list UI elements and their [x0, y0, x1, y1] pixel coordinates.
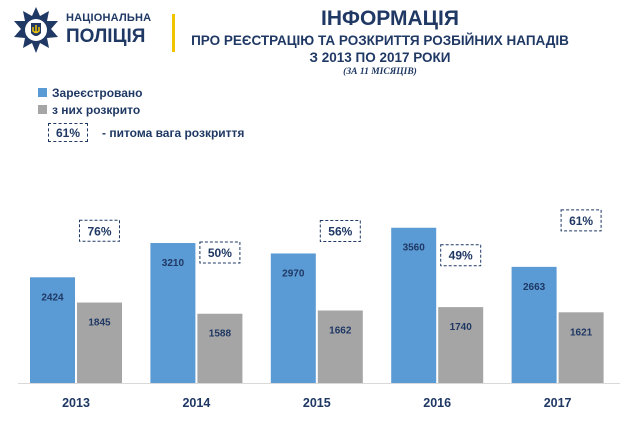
legend-item-registered: Зареєстровано: [38, 84, 143, 101]
data-label-registered-2017: 2663: [523, 282, 546, 293]
bar-solved-2017: [558, 312, 604, 383]
page-subtitle-line2: З 2013 ПО 2017 РОКИ: [309, 50, 451, 65]
police-logo: НАЦІОНАЛЬНА ПОЛІЦІЯ: [12, 6, 175, 58]
police-star-badge-icon: [14, 7, 58, 53]
category-label-2017: 2017: [544, 396, 572, 410]
bar-registered-2015: [270, 253, 316, 383]
bar-solved-2016: [438, 307, 484, 383]
data-label-solved-2016: 1740: [450, 322, 473, 333]
data-label-registered-2015: 2970: [282, 268, 305, 279]
bar-registered-2014: [150, 243, 196, 383]
logo-line2: ПОЛІЦІЯ: [66, 26, 146, 47]
data-label-registered-2013: 2424: [41, 292, 64, 303]
bar-registered-2017: [511, 266, 557, 383]
period-note: (ЗА 11 МІСЯЦІВ): [343, 67, 417, 77]
data-label-solved-2013: 1845: [88, 318, 111, 329]
legend-label-registered: Зареєстровано: [52, 85, 143, 100]
share-box-2016: [440, 244, 482, 267]
data-label-registered-2016: 3560: [403, 243, 426, 254]
logo-line1: НАЦІОНАЛЬНА: [66, 12, 152, 24]
chart-legend: Зареєстровано з них розкрито: [38, 84, 143, 118]
page-title: ІНФОРМАЦІЯ: [321, 7, 459, 30]
category-label-2013: 2013: [62, 396, 90, 410]
category-label-2016: 2016: [423, 396, 451, 410]
share-legend-text: - питома вага розкриття: [102, 125, 245, 140]
legend-item-solved: з них розкрито: [38, 101, 143, 118]
bar-registered-2016: [391, 227, 437, 383]
bar-registered-2013: [30, 277, 75, 383]
bar-solved-2015: [317, 310, 363, 383]
legend-swatch-solved: [38, 105, 47, 114]
data-label-solved-2015: 1662: [329, 326, 352, 337]
logo-accent-bar: [172, 14, 175, 52]
share-label-2013: 76%: [87, 224, 111, 238]
category-label-2015: 2015: [303, 396, 331, 410]
legend-swatch-registered: [38, 88, 47, 97]
share-label-2016: 49%: [449, 249, 473, 263]
share-label-2015: 56%: [328, 224, 352, 238]
share-box-2017: [560, 209, 602, 232]
data-label-solved-2014: 1588: [209, 329, 232, 340]
share-label-2014: 50%: [208, 246, 232, 260]
share-box-2014: [199, 241, 241, 264]
page-subtitle-line1: ПРО РЕЄСТРАЦІЮ ТА РОЗКРИТТЯ РОЗБІЙНИХ НА…: [191, 33, 569, 48]
share-label-2017: 61%: [569, 214, 593, 228]
share-legend-box: 61%: [48, 123, 88, 142]
bar-solved-2013: [77, 302, 122, 383]
share-legend: 61% - питома вага розкриття: [48, 123, 244, 142]
title-block: ІНФОРМАЦІЯ ПРО РЕЄСТРАЦІЮ ТА РОЗКРИТТЯ Р…: [180, 6, 580, 79]
legend-label-solved: з них розкрито: [52, 102, 141, 117]
share-box-2013: [79, 219, 120, 242]
data-label-registered-2014: 3210: [162, 258, 185, 269]
category-label-2014: 2014: [182, 396, 210, 410]
bar-solved-2014: [197, 313, 243, 383]
share-box-2015: [319, 219, 361, 242]
data-label-solved-2017: 1621: [570, 327, 593, 338]
